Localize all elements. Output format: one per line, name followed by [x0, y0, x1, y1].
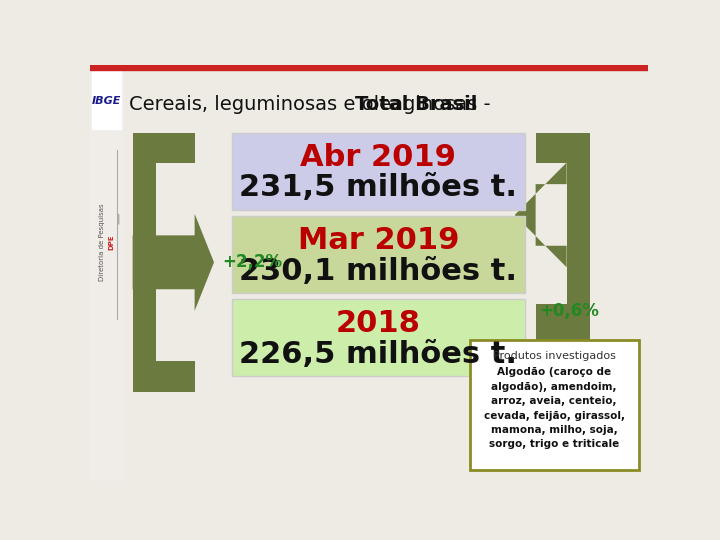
Bar — [232, 132, 525, 210]
Bar — [90, 65, 648, 70]
Bar — [91, 71, 121, 129]
Text: Algodão (caroço de
algodão), amendoim,
arroz, aveia, centeio,
cevada, feijão, gi: Algodão (caroço de algodão), amendoim, a… — [484, 367, 625, 449]
Text: 2018: 2018 — [336, 309, 420, 338]
Text: 231,5 milhões t.: 231,5 milhões t. — [239, 173, 517, 202]
Text: Abr 2019: Abr 2019 — [300, 143, 456, 172]
Text: Total Brasil: Total Brasil — [355, 96, 477, 114]
Text: DPE: DPE — [108, 234, 114, 249]
Text: |: | — [117, 213, 120, 224]
Polygon shape — [515, 163, 567, 267]
Bar — [469, 340, 639, 470]
Text: +0,6%: +0,6% — [539, 302, 599, 320]
Bar — [232, 299, 525, 376]
Polygon shape — [132, 132, 194, 392]
Text: 226,5 milhões t.: 226,5 milhões t. — [239, 340, 517, 369]
Polygon shape — [132, 214, 214, 311]
Text: Cereais, leguminosas e oleaginosas -: Cereais, leguminosas e oleaginosas - — [129, 96, 497, 114]
Text: Diretoria de Pesquisas: Diretoria de Pesquisas — [99, 203, 104, 281]
Text: +2,2%: +2,2% — [222, 253, 282, 271]
Text: 230,1 milhões t.: 230,1 milhões t. — [239, 256, 517, 286]
Text: IBGE: IBGE — [91, 96, 121, 106]
Text: Mar 2019: Mar 2019 — [297, 226, 459, 255]
Text: Produtos investigados: Produtos investigados — [492, 351, 616, 361]
Bar — [90, 70, 122, 481]
Bar — [232, 215, 525, 293]
Polygon shape — [536, 132, 590, 392]
